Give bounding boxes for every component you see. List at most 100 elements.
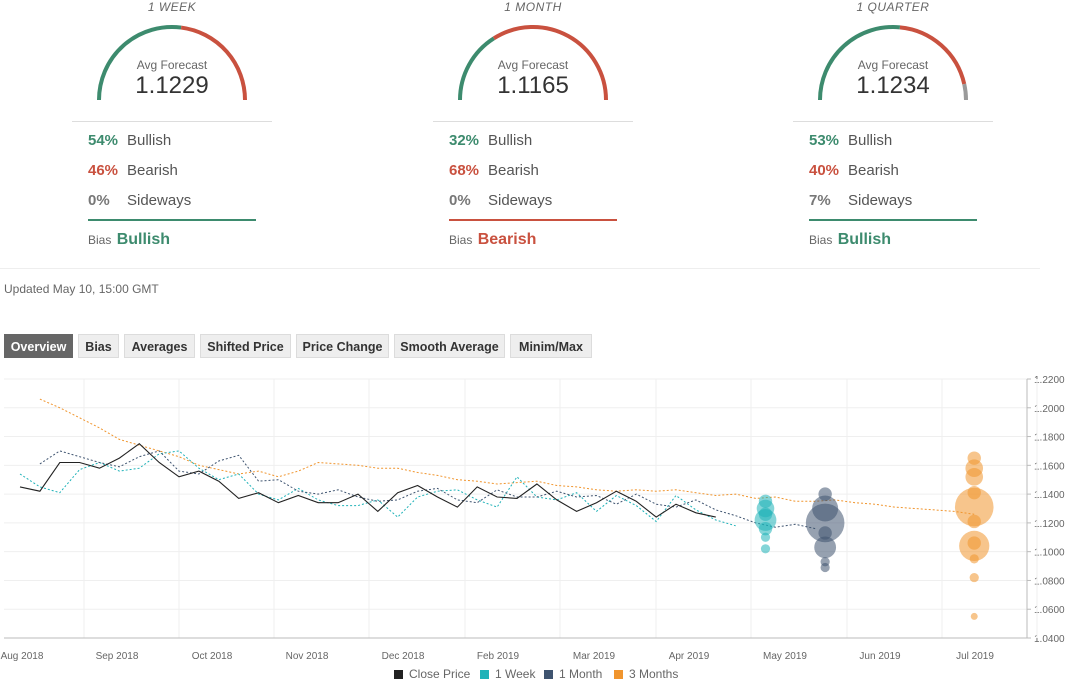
legend-swatch-quarter [614, 670, 623, 679]
tab-overview[interactable]: Overview [4, 334, 73, 358]
bias-value: Bearish [477, 231, 537, 248]
sideways-label: Sideways [488, 192, 553, 209]
y-tick-label: 1.1200 [1034, 519, 1065, 530]
y-tick-label: 1.1000 [1034, 548, 1065, 559]
y-tick-label: 1.2200 [1034, 375, 1065, 386]
sideways-label: Sideways [848, 192, 913, 209]
bullish-label: Bullish [848, 132, 893, 149]
bullish-row: 32% Bullish [449, 131, 532, 151]
y-tick-label: 1.1400 [1034, 490, 1065, 501]
week-forecast-bubble [760, 544, 771, 554]
y-tick-label: 1.0400 [1034, 634, 1065, 645]
forecast-panel-2: 1 QUARTER Avg Forecast 1.1234 53% Bullish 40%… [793, 0, 1053, 262]
legend-swatch-month [544, 670, 553, 679]
panel-separator [793, 121, 993, 122]
legend-swatch-close [394, 670, 403, 679]
updated-timestamp: Updated May 10, 15:00 GMT [4, 282, 159, 296]
quarter-forecast-bubble [967, 514, 981, 529]
quarter-forecast-bubble [970, 612, 978, 620]
chart-legend: Close Price 1 Week 1 Month 3 Months [0, 667, 1068, 682]
legend-3-months[interactable]: 3 Months [614, 667, 678, 682]
week-forecast-bubble [758, 521, 773, 536]
bearish-percent: 68% [449, 162, 480, 179]
x-tick-label: Oct 2018 [192, 651, 233, 662]
quarter-forecast-bubble [954, 487, 994, 527]
quarter-forecast-line [39, 398, 975, 515]
gauge [458, 25, 608, 101]
y-tick-label: 1.1600 [1034, 461, 1065, 472]
bearish-percent: 46% [88, 162, 119, 179]
forecast-panel-0: 1 WEEK Avg Forecast 1.1229 54% Bullish 46% Bea… [72, 0, 332, 262]
sideways-percent: 0% [88, 192, 110, 209]
sideways-percent: 0% [449, 192, 471, 209]
top-divider [0, 268, 1040, 269]
month-forecast-bubble [814, 536, 837, 559]
x-tick-label: Mar 2019 [573, 651, 616, 662]
bias-value: Bullish [116, 231, 171, 248]
month-forecast-bubble [805, 503, 845, 543]
bias-underline [809, 219, 977, 221]
bias-indicator: Bias Bearish [449, 231, 536, 249]
gauge-bullish-arc [458, 36, 495, 101]
bias-label: Bias [88, 233, 112, 247]
legend-1-month[interactable]: 1 Month [544, 667, 602, 682]
tab-shifted-price[interactable]: Shifted Price [200, 334, 291, 358]
avg-forecast-value: 1.1165 [497, 72, 569, 99]
panel-separator [433, 121, 633, 122]
x-tick-label: Dec 2018 [382, 651, 425, 662]
avg-forecast-label: Avg Forecast [136, 58, 208, 72]
month-forecast-bubble [820, 562, 830, 573]
quarter-forecast-bubble [959, 530, 990, 562]
bearish-percent: 40% [809, 162, 840, 179]
x-tick-label: Sep 2018 [96, 651, 139, 662]
quarter-forecast-bubble [965, 468, 984, 486]
gauge-bearish-arc [899, 25, 967, 85]
avg-forecast-value: 1.1234 [856, 72, 930, 99]
sideways-label: Sideways [127, 192, 192, 209]
x-tick-label: Apr 2019 [669, 651, 710, 662]
forecast-panel-1: 1 MONTH Avg Forecast 1.1165 32% Bullish 68% Be… [433, 0, 693, 262]
bullish-label: Bullish [488, 132, 533, 149]
x-tick-label: Jun 2019 [859, 651, 901, 662]
quarter-forecast-bubble [969, 554, 979, 564]
month-forecast-bubble [818, 526, 832, 540]
week-forecast-line [19, 450, 736, 527]
x-tick-label: May 2019 [763, 651, 807, 662]
tab-bias[interactable]: Bias [78, 334, 119, 358]
bearish-label: Bearish [848, 162, 899, 179]
sideways-row: 0% Sideways [449, 191, 552, 211]
bearish-label: Bearish [127, 162, 178, 179]
period-label: 1 WEEK [147, 0, 197, 14]
legend-close-price[interactable]: Close Price [394, 667, 470, 682]
forecast-chart: 1.0400 1.0600 1.0800 1.1000 1.1200 1.1400 1.16… [1, 375, 1065, 662]
bearish-row: 40% Bearish [809, 161, 899, 181]
avg-forecast-value: 1.1229 [135, 72, 209, 99]
bearish-row: 46% Bearish [88, 161, 178, 181]
legend-swatch-week [480, 670, 489, 679]
tab-price-change[interactable]: Price Change [296, 334, 389, 358]
quarter-forecast-bubble [969, 572, 979, 583]
bullish-percent: 53% [809, 132, 840, 149]
gauge-bearish-arc [492, 25, 608, 101]
sideways-percent: 7% [809, 192, 831, 209]
x-tick-label: Feb 2019 [477, 651, 520, 662]
bullish-percent: 32% [449, 132, 480, 149]
tab-minim-max[interactable]: Minim/Max [510, 334, 592, 358]
y-tick-label: 1.1800 [1034, 433, 1065, 444]
panel-separator [72, 121, 272, 122]
tab-smooth-average[interactable]: Smooth Average [394, 334, 505, 358]
legend-1-week[interactable]: 1 Week [480, 667, 535, 682]
gauge-bullish-arc [818, 25, 901, 101]
gauge-bullish-arc [97, 25, 182, 101]
bullish-row: 53% Bullish [809, 131, 892, 151]
avg-forecast-label: Avg Forecast [497, 58, 569, 72]
period-label: 1 MONTH [504, 0, 562, 14]
tab-averages[interactable]: Averages [124, 334, 195, 358]
y-tick-label: 1.0600 [1034, 605, 1065, 616]
gauge-sideways-arc [962, 83, 968, 101]
bias-underline [88, 219, 256, 221]
bullish-row: 54% Bullish [88, 131, 171, 151]
sideways-row: 0% Sideways [88, 191, 191, 211]
month-forecast-line [39, 450, 816, 530]
x-tick-label: Jul 2019 [956, 651, 994, 662]
